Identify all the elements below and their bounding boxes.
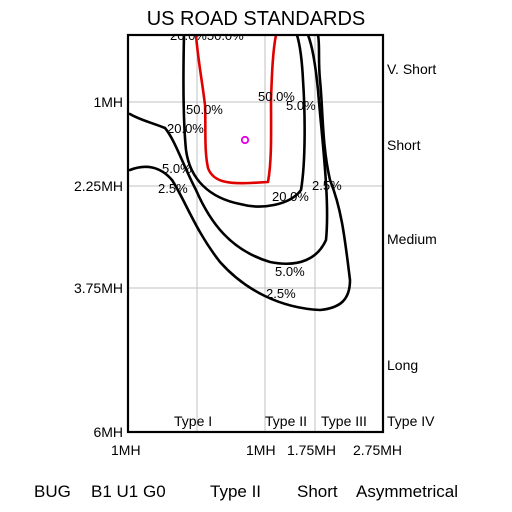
- label-20-percent-a: 20.0%: [167, 121, 204, 136]
- contour-50-percent: [194, 35, 278, 185]
- x-axis-ticks: 1MH 1MH 1.75MH 2.75MH: [111, 442, 402, 458]
- y-tick-2: 2.25MH: [74, 178, 123, 194]
- contour-labels: 50.0% 50.0% 20.0% 20.0% 5.0% 5.0% 5.0% 2…: [158, 28, 342, 301]
- label-50-percent-b: 50.0%: [258, 89, 295, 104]
- footer-rating: B1 U1 G0: [91, 482, 166, 501]
- y-tick-4: 6MH: [93, 424, 123, 440]
- y-tick-1: 1MH: [93, 94, 123, 110]
- y-tick-3: 3.75MH: [74, 280, 123, 296]
- contour-20-percent: [182, 35, 306, 208]
- footer-distance: Short: [297, 482, 338, 501]
- label-50-percent-a: 50.0%: [186, 102, 223, 117]
- label-2-5-percent-c: 2.5%: [266, 286, 296, 301]
- distance-zone-4: Long: [387, 357, 418, 373]
- distance-zone-3: Medium: [387, 231, 437, 247]
- type-zone-4: Type IV: [387, 413, 435, 429]
- label-top-clipped: 20.0%50.0%: [170, 28, 244, 43]
- chart-title: US ROAD STANDARDS: [147, 8, 366, 30]
- gridlines: [128, 35, 383, 432]
- distance-zone-labels: V. Short Short Medium Long: [387, 61, 437, 373]
- isofootcandle-chart: US ROAD STANDARDS 50.0% 50.0% 20.0% 20.0…: [74, 8, 437, 458]
- type-zone-labels: Type I Type II Type III Type IV: [174, 413, 435, 429]
- classification-footer: BUG B1 U1 G0 Type II Short Asymmetrical: [0, 482, 512, 506]
- plot-frame: [126, 33, 385, 434]
- type-zone-3: Type III: [321, 413, 367, 429]
- luminaire-marker: [240, 135, 250, 145]
- x-tick-2: 1MH: [246, 442, 276, 458]
- x-tick-3: 1.75MH: [287, 442, 336, 458]
- x-tick-4: 2.75MH: [353, 442, 402, 458]
- footer-type: Type II: [210, 482, 262, 501]
- label-5-percent-a: 5.0%: [162, 161, 192, 176]
- y-axis-ticks: 1MH 2.25MH 3.75MH 6MH: [74, 94, 123, 440]
- contour-2-5-percent: [128, 35, 352, 312]
- label-20-percent-b: 20.0%: [272, 189, 309, 204]
- footer-bug: BUG: [34, 482, 71, 501]
- footer-symmetry: Asymmetrical: [356, 482, 459, 501]
- label-2-5-percent-a: 2.5%: [158, 181, 188, 196]
- type-zone-2: Type II: [265, 413, 307, 429]
- distance-zone-1: V. Short: [387, 61, 436, 77]
- label-2-5-percent-b: 2.5%: [312, 178, 342, 193]
- label-5-percent-b: 5.0%: [286, 98, 316, 113]
- x-tick-1: 1MH: [111, 442, 141, 458]
- distance-zone-2: Short: [387, 137, 421, 153]
- contour-5-percent: [128, 35, 329, 266]
- type-zone-1: Type I: [174, 413, 212, 429]
- label-5-percent-c: 5.0%: [275, 264, 305, 279]
